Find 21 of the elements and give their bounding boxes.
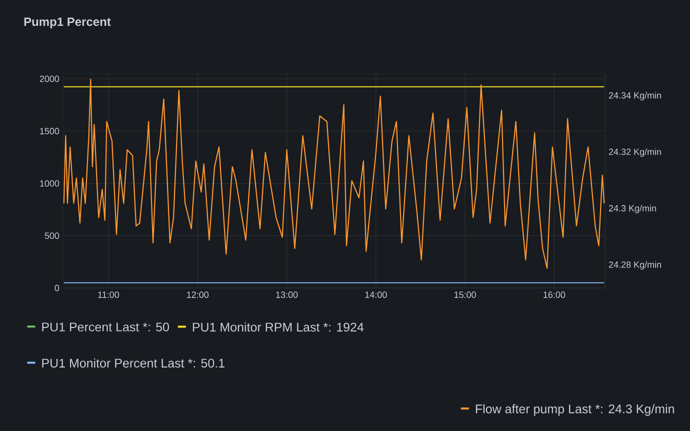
- legend-label: Flow after pump Last *: 24.3 Kg/min: [476, 404, 674, 416]
- y-tick-label: 1500: [40, 128, 60, 134]
- x-tick-label: 15:00: [454, 292, 476, 298]
- y-tick-label: 0: [54, 284, 60, 292]
- y-tick-label: 500: [44, 232, 60, 239]
- chart-title: Pump1 Percent: [24, 18, 111, 28]
- x-tick-label: 14:00: [365, 292, 387, 298]
- legend-label: PU1 Monitor Percent Last *: 50.1: [42, 358, 224, 368]
- x-tick-label: 16:00: [544, 292, 566, 298]
- y-tick-label: 2000: [40, 76, 60, 82]
- legend-label: PU1 Monitor RPM Last *: 1924: [192, 322, 364, 332]
- x-tick-label: 13:00: [276, 292, 298, 298]
- y2-tick-label: 24.32 Kg/min: [609, 148, 661, 157]
- line-series: [63, 78, 605, 269]
- y2-tick-label: 24.28 Kg/min: [609, 261, 661, 270]
- legend-label: PU1 Percent Last *: 50: [42, 322, 169, 332]
- y2-tick-label: 24.34 Kg/min: [609, 92, 661, 100]
- x-tick-label: 12:00: [187, 292, 209, 298]
- y2-tick-label: 24.3 Kg/min: [609, 204, 656, 214]
- x-tick-label: 11:00: [98, 292, 120, 298]
- y-tick-label: 1000: [40, 180, 60, 187]
